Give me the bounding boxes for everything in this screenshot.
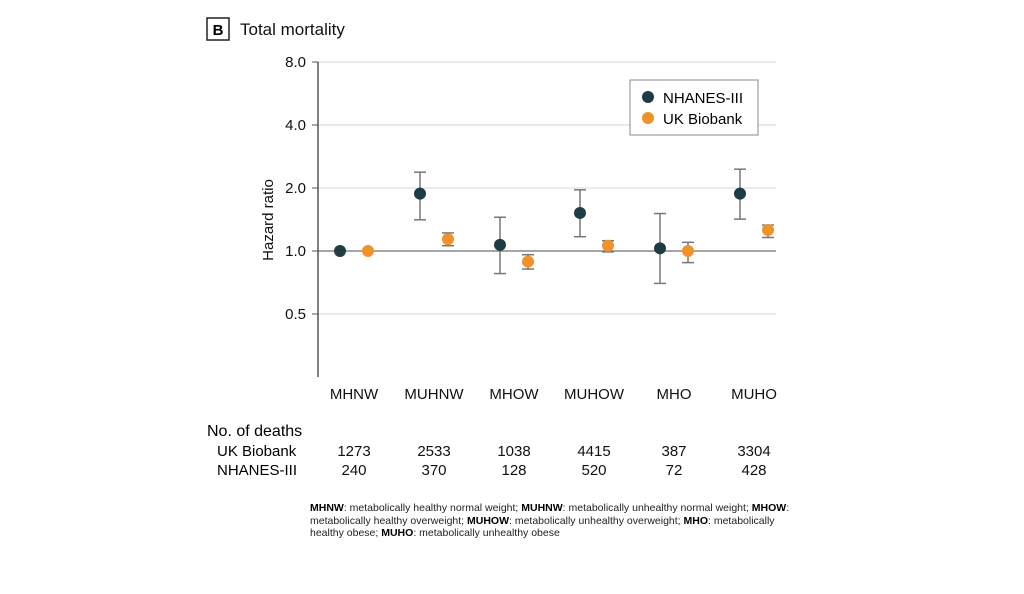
y-tick-label: 4.0 — [285, 117, 306, 134]
deaths-cell: 1273 — [337, 443, 370, 460]
data-point-nhanes — [334, 245, 346, 257]
deaths-cell: 240 — [341, 462, 366, 479]
footnote-text: : metabolically unhealthy normal weight; — [562, 502, 752, 514]
legend-marker-ukb — [642, 112, 654, 124]
y-tick-label: 8.0 — [285, 54, 306, 71]
legend: NHANES-III UK Biobank — [629, 79, 759, 136]
legend-label-nhanes: NHANES-III — [663, 90, 743, 107]
deaths-cell: 128 — [501, 462, 526, 479]
data-point-ukb — [602, 239, 614, 252]
x-tick-label: MUHNW — [404, 386, 464, 403]
y-tick-label: 2.0 — [285, 180, 306, 197]
legend-marker-nhanes — [642, 91, 654, 103]
footnote-abbr: MUHO — [381, 527, 414, 539]
data-point-nhanes — [734, 187, 746, 200]
footnote: MHNW: metabolically healthy normal weigh… — [310, 502, 810, 540]
chart-title: Total mortality — [240, 20, 345, 39]
footnote-abbr: MUHOW — [467, 514, 509, 527]
panel-letter-box — [206, 17, 230, 41]
data-point-ukb — [682, 245, 694, 257]
deaths-cell: 428 — [741, 462, 766, 479]
footnote-text: : metabolically unhealthy overweight; — [509, 514, 684, 527]
data-point-nhanes — [414, 187, 426, 200]
legend-label-ukb: UK Biobank — [663, 111, 743, 128]
data-point-nhanes — [654, 242, 666, 255]
deaths-header: No. of deaths — [207, 423, 302, 440]
data-point-ukb — [522, 255, 534, 268]
data-point-nhanes — [574, 206, 586, 219]
x-tick-label: MHOW — [489, 386, 539, 403]
deaths-cell: 2533 — [417, 443, 450, 460]
footnote-text: : metabolically healthy obese; — [310, 514, 775, 540]
deaths-cell: 520 — [581, 462, 606, 479]
deaths-row-label-ukb: UK Biobank — [217, 443, 297, 460]
data-point-ukb — [442, 233, 454, 246]
deaths-row-label-nhanes: NHANES-III — [217, 462, 297, 479]
data-point-ukb — [362, 245, 374, 257]
footnote-abbr: MHNW — [310, 502, 344, 514]
x-tick-label: MHNW — [330, 386, 379, 403]
x-tick-label: MUHO — [731, 386, 777, 403]
deaths-cell: 3304 — [737, 443, 770, 460]
footnote-abbr: MUHNW — [521, 502, 563, 514]
deaths-cell: 370 — [421, 462, 446, 479]
panel-letter: B — [213, 22, 224, 39]
footnote-text: : metabolically unhealthy obese — [413, 527, 560, 539]
deaths-cell: 72 — [666, 462, 683, 479]
deaths-cell: 387 — [661, 443, 686, 460]
y-tick-label: 1.0 — [285, 243, 306, 260]
x-tick-label: MUHOW — [564, 386, 625, 403]
data-point-ukb — [762, 223, 774, 236]
y-tick-label: 0.5 — [285, 306, 306, 323]
footnote-abbr: MHOW — [751, 502, 787, 514]
deaths-cell: 4415 — [577, 443, 610, 460]
y-axis-label: Hazard ratio — [260, 179, 277, 261]
data-point-nhanes — [494, 238, 506, 251]
deaths-cell: 1038 — [497, 443, 530, 460]
x-tick-label: MHO — [657, 386, 692, 403]
footnote-text: : metabolically healthy normal weight; — [343, 502, 522, 514]
footnote-text: : metabolically healthy overweight; — [310, 502, 790, 527]
footnote-abbr: MHO — [683, 514, 709, 527]
